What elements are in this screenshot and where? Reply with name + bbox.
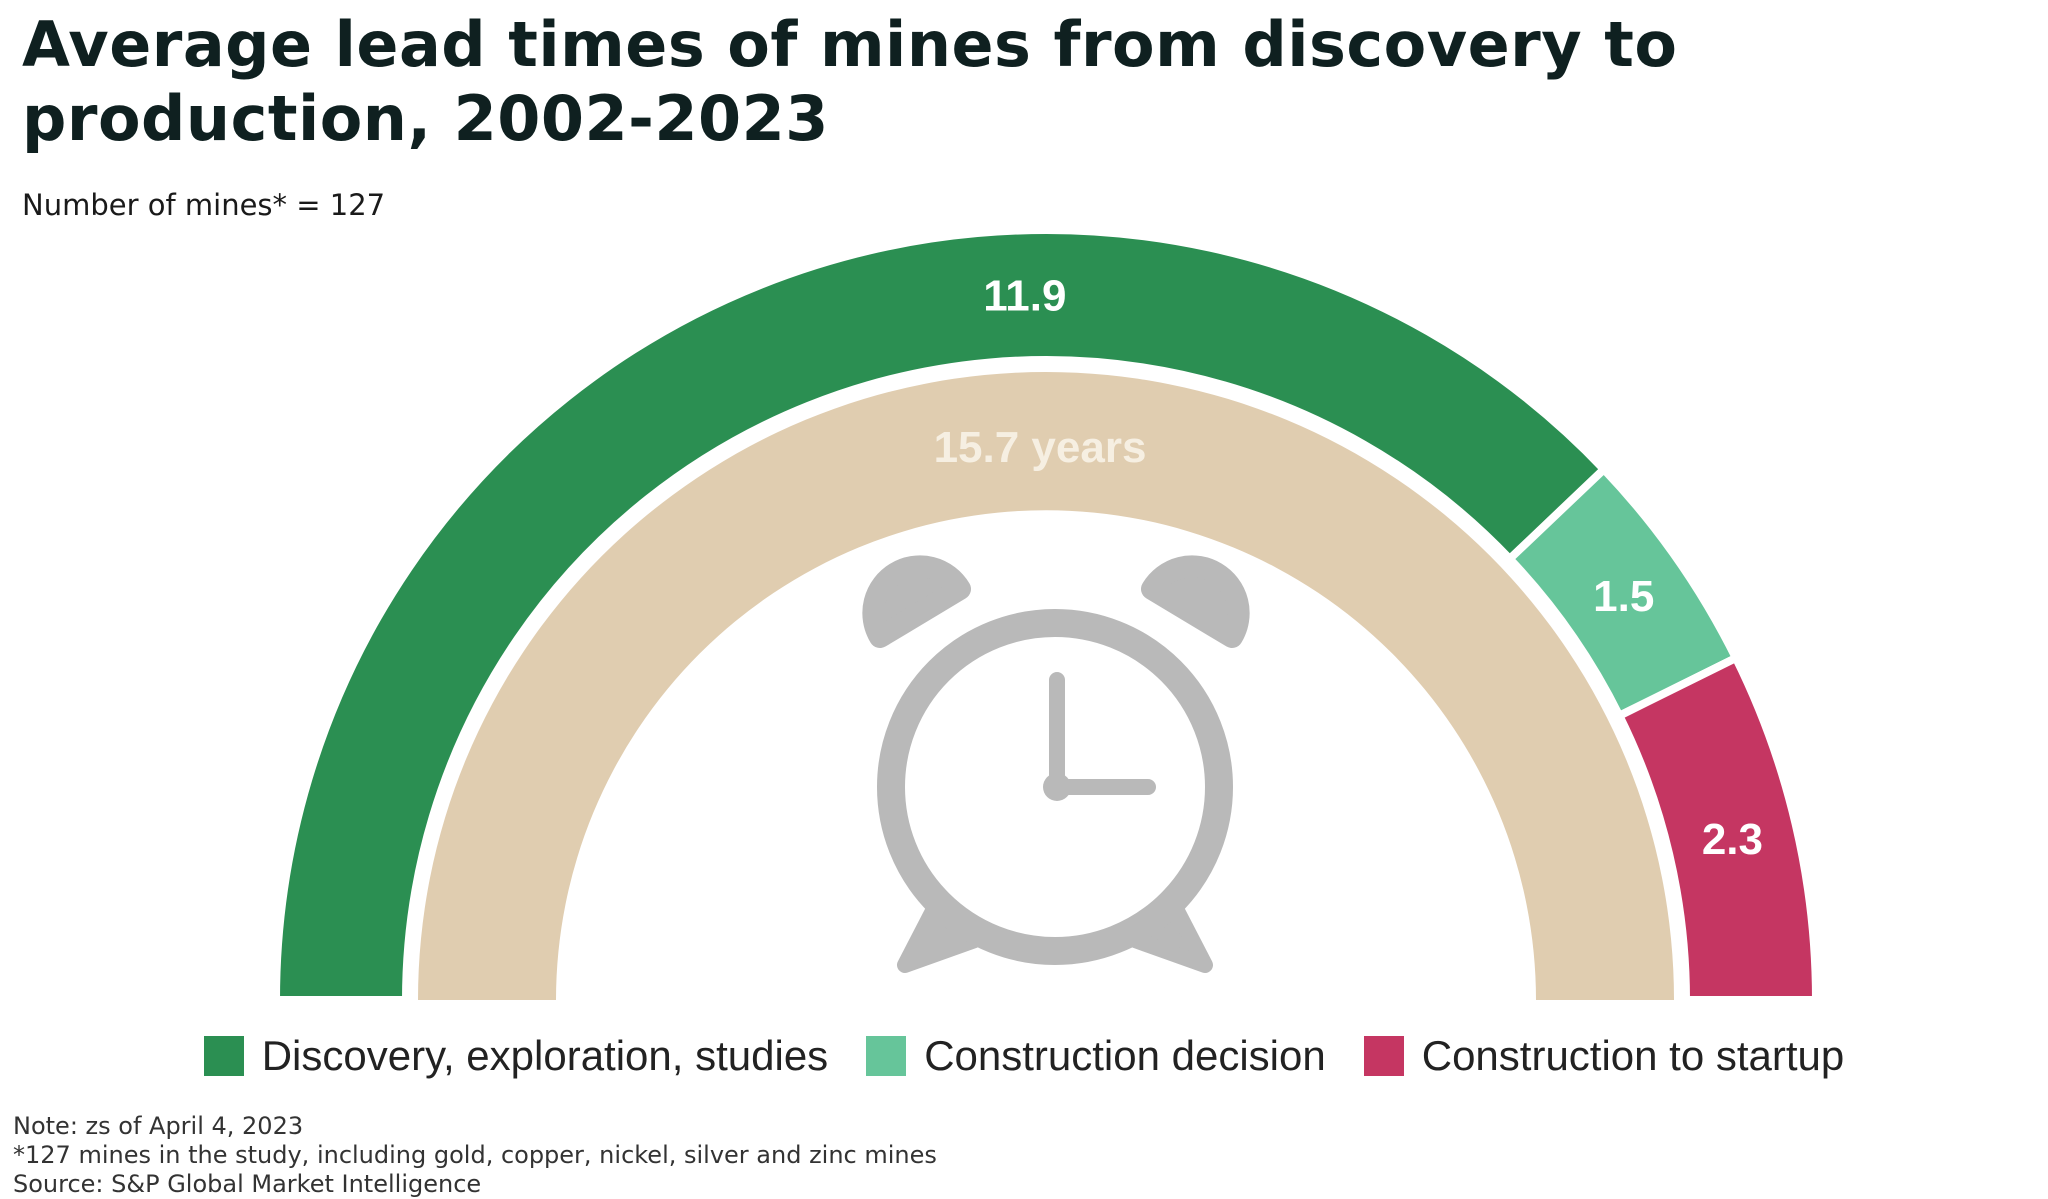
legend-label: Discovery, exploration, studies <box>261 1032 829 1079</box>
chart-title: Average lead times of mines from discove… <box>22 8 1678 155</box>
legend-item-construction-to-startup: Construction to startup <box>1363 1032 1845 1080</box>
legend-item-discovery: Discovery, exploration, studies <box>203 1032 829 1080</box>
note-line: Note: zs of April 4, 2023 <box>13 1112 304 1140</box>
legend-label: Construction decision <box>924 1032 1326 1079</box>
legend-item-construction-decision: Construction decision <box>866 1032 1326 1080</box>
segment-3 <box>1614 652 1821 1004</box>
clock-center <box>1043 773 1071 801</box>
note-line: *127 mines in the study, including gold,… <box>13 1141 937 1169</box>
segment-label-3: 2.3 <box>1702 815 1763 864</box>
inner-ring <box>418 372 1674 1000</box>
note-line: Source: S&P Global Market Intelligence <box>13 1170 482 1198</box>
clock-leg-left <box>897 903 978 973</box>
clock-leg-right <box>1132 903 1213 973</box>
legend-swatch <box>1363 1036 1404 1076</box>
total-label: 15.7 years <box>934 423 1147 472</box>
clock-bell-left <box>862 555 971 648</box>
segment-labels: 11.9 1.5 2.3 <box>983 271 1763 864</box>
outer-ring <box>271 226 1821 1004</box>
alarm-clock-icon <box>862 555 1250 973</box>
legend-swatch <box>866 1036 907 1076</box>
total-ring <box>418 372 1674 1000</box>
legend-label: Construction to startup <box>1421 1032 1845 1079</box>
semicircle-donut-chart: 11.9 1.5 2.3 15.7 years <box>271 226 1821 1004</box>
chart-subtitle: Number of mines* = 127 <box>22 188 386 222</box>
segment-label-1: 11.9 <box>983 271 1066 320</box>
segment-label-2: 1.5 <box>1593 572 1654 621</box>
chart-notes: Note: zs of April 4, 2023 *127 mines in … <box>13 1112 937 1199</box>
chart-legend: Discovery, exploration, studies Construc… <box>0 1032 2048 1080</box>
segment-1 <box>271 226 1610 1004</box>
legend-swatch <box>203 1036 244 1076</box>
clock-bell-right <box>1141 555 1250 648</box>
